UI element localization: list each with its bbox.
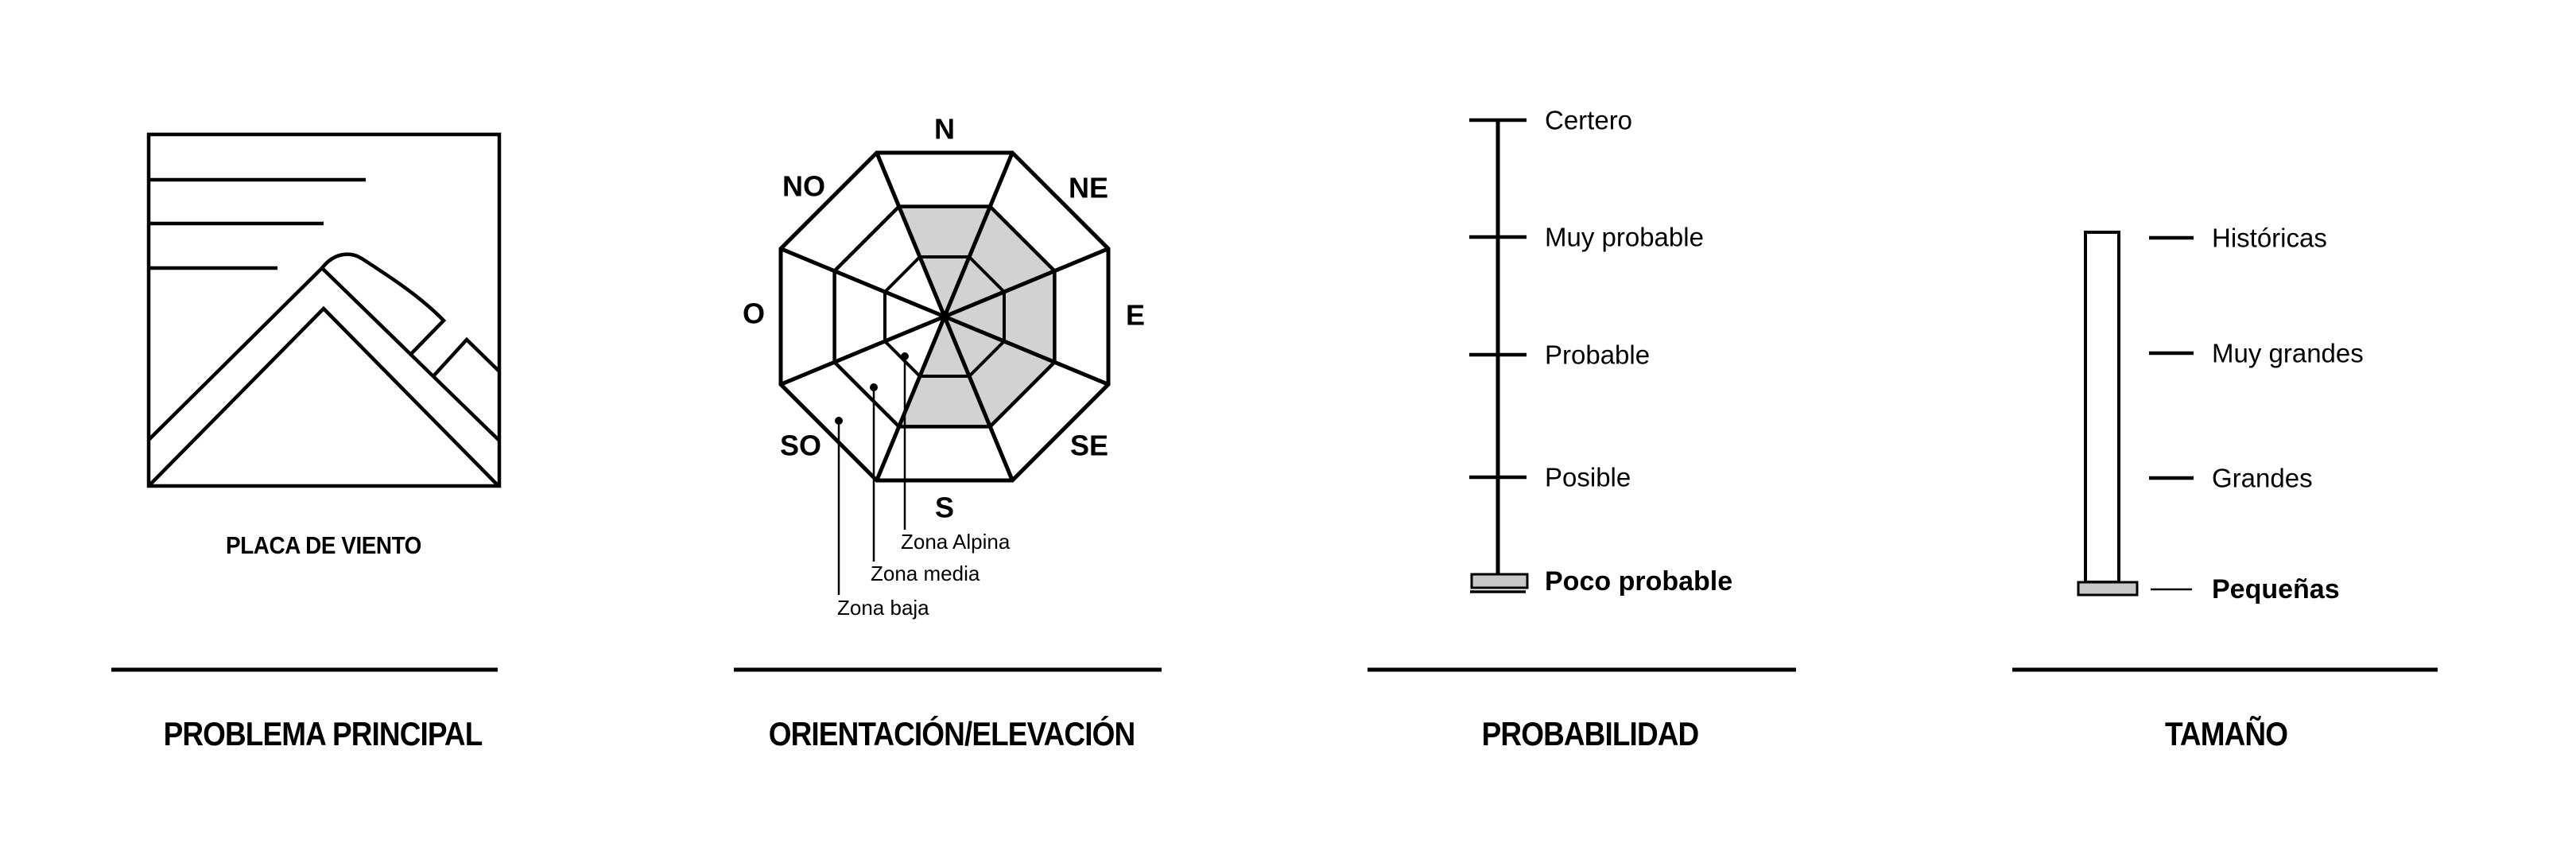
rose-radial-line [875, 316, 947, 481]
probability-label: Probable [1545, 340, 1650, 370]
rose-radial-line [944, 247, 1109, 319]
direction-label-n: N [934, 113, 955, 146]
probability-scale [1469, 118, 1529, 593]
probability-labels: Certero Muy probable Probable Posible Po… [1545, 106, 1732, 597]
column-header-probabilidad: PROBABILIDAD [1482, 716, 1699, 753]
snow-cornice [320, 252, 447, 356]
direction-label-so: SO [780, 430, 821, 462]
probability-label: Certero [1545, 106, 1632, 135]
rose-cell-SO-alpina [885, 317, 945, 376]
rose-cell-SE-media [969, 341, 1055, 427]
rose-cell-E-media [1004, 270, 1055, 363]
rose-cell-N-baja [876, 153, 1013, 207]
rose-cell-NO-media [834, 206, 920, 292]
rose-cell-E-baja [1054, 248, 1108, 385]
rose-radial-line [875, 152, 947, 317]
rose-outlines [778, 150, 1111, 483]
zone-leader-dot [870, 383, 878, 391]
rose-cell-S-alpina [919, 317, 970, 376]
rose-cell-NO-baja [781, 153, 899, 271]
zone-label-baja: Zona baja [837, 596, 929, 620]
rose-cell-NE-alpina [945, 257, 1004, 317]
size-label: Grandes [2212, 464, 2313, 493]
rose-cell-N-alpina [919, 257, 970, 317]
rose-cell-N-media [898, 206, 991, 257]
direction-label-no: NO [782, 170, 825, 203]
rose-zone-labels: Zona Alpina Zona media Zona baja [837, 530, 1011, 620]
column-header-problema: PROBLEMA PRINCIPAL [164, 716, 483, 753]
size-scale [2077, 231, 2194, 597]
rose-radial-line [780, 314, 945, 387]
rose-octagon-media [832, 204, 1057, 429]
probability-label-selected: Poco probable [1545, 566, 1732, 597]
rose-cell-SE-alpina [945, 317, 1004, 376]
mountain-ridge-outer [147, 265, 500, 441]
zone-label-alpina: Zona Alpina [901, 530, 1011, 554]
rose-cell-O-baja [781, 248, 835, 385]
rose-radial-line [944, 314, 1109, 387]
probability-label: Posible [1545, 463, 1631, 492]
direction-label-s: S [935, 492, 954, 524]
icon-frame [146, 132, 502, 488]
wind-slab-icon [146, 132, 502, 488]
probability-marker [1470, 573, 1529, 589]
rose-cell-NE-baja [990, 153, 1108, 271]
rose-cell-S-baja [876, 426, 1013, 480]
column-header-tamano: TAMAÑO [2165, 716, 2287, 753]
direction-label-o: O [743, 297, 765, 330]
rose-cell-NO-alpina [885, 257, 945, 317]
rose-cell-SO-media [834, 341, 920, 427]
rose-cell-O-media [834, 270, 885, 363]
icon-caption: PLACA DE VIENTO [226, 532, 421, 560]
mountain-ridge-inner [147, 305, 500, 488]
size-label: Históricas [2212, 223, 2327, 253]
size-label-selected: Pequeñas [2212, 574, 2340, 604]
zone-leader-dot [835, 417, 843, 425]
probability-label: Muy probable [1545, 223, 1704, 252]
rose-radial-line [942, 316, 1014, 481]
rose-cells [781, 153, 1108, 480]
zone-label-media: Zona media [871, 562, 980, 585]
direction-label-ne: NE [1069, 172, 1108, 204]
size-marker-base [2077, 581, 2139, 597]
rose-radial-line [942, 152, 1014, 317]
direction-label-se: SE [1070, 430, 1108, 462]
rose-octagon-baja [778, 150, 1111, 483]
rose-direction-labels: N NE E SE S SO O NO [743, 113, 1145, 524]
secondary-peak [432, 336, 500, 378]
direction-label-e: E [1126, 299, 1145, 332]
size-labels: Históricas Muy grandes Grandes Pequeñas [2212, 223, 2364, 605]
size-bar [2084, 231, 2120, 584]
column-header-orientacion: ORIENTACIÓN/ELEVACIÓN [769, 716, 1135, 753]
size-label: Muy grandes [2212, 339, 2364, 368]
rose-cell-SE-baja [990, 362, 1108, 480]
rose-octagon-alpina [883, 255, 1006, 378]
rose-cell-S-media [898, 376, 991, 427]
rose-radial-line [780, 247, 945, 319]
rose-cell-E-alpina [945, 291, 1004, 342]
rose-cell-NE-media [969, 206, 1055, 292]
rose-cell-O-alpina [885, 291, 945, 342]
